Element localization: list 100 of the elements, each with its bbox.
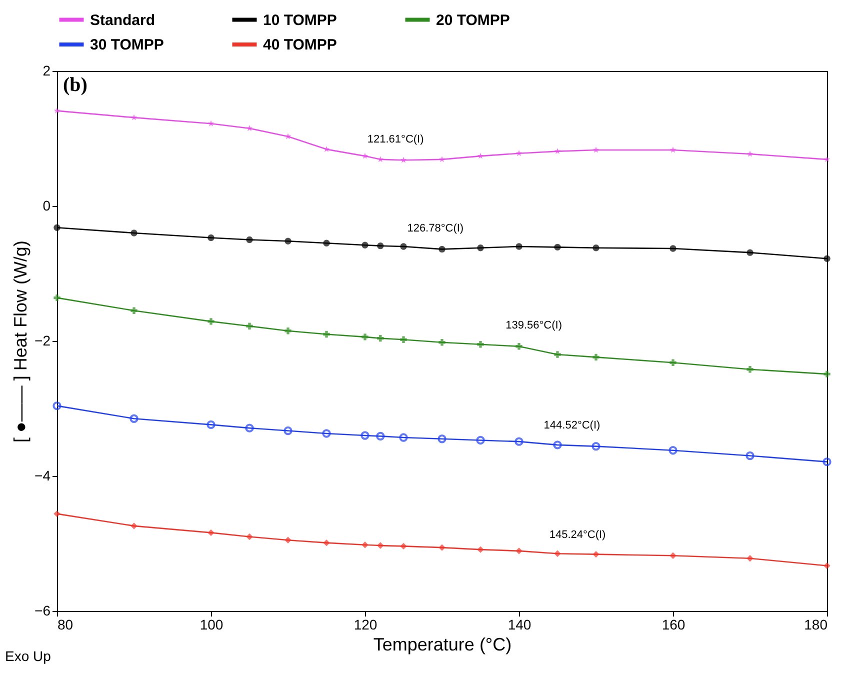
point xyxy=(130,414,138,423)
point xyxy=(824,156,830,162)
point xyxy=(438,434,446,444)
point xyxy=(377,542,384,549)
point xyxy=(670,359,676,366)
point xyxy=(438,544,446,551)
legend-label: 10 TOMPP xyxy=(263,12,337,29)
x-tick-label: 180 xyxy=(804,616,828,632)
point xyxy=(592,550,600,558)
point xyxy=(670,552,676,560)
point xyxy=(824,562,830,570)
annotation: 144.52°C(I) xyxy=(544,420,600,432)
point xyxy=(54,107,60,114)
point xyxy=(746,249,754,256)
point xyxy=(284,238,292,244)
point xyxy=(323,240,330,246)
point xyxy=(54,224,60,231)
point xyxy=(246,236,253,244)
point xyxy=(377,334,384,342)
point xyxy=(245,424,254,432)
point xyxy=(477,244,484,252)
annotation: (b) xyxy=(63,74,88,96)
legend-label: 40 TOMPP xyxy=(263,36,337,54)
point xyxy=(592,146,600,153)
point xyxy=(377,156,384,162)
point xyxy=(362,242,368,248)
point xyxy=(592,244,600,252)
y-tick-label: −6 xyxy=(34,602,51,618)
point xyxy=(516,243,522,250)
point xyxy=(438,156,446,162)
point xyxy=(746,554,754,562)
point xyxy=(438,246,446,253)
point xyxy=(516,343,522,350)
point xyxy=(322,429,331,438)
point xyxy=(514,437,524,446)
point xyxy=(246,125,253,132)
point xyxy=(477,546,484,553)
point xyxy=(246,533,253,540)
point xyxy=(284,328,292,334)
point xyxy=(54,510,60,518)
point xyxy=(399,433,408,442)
y-axis-title: [ ●—— ] Heat Flow (W/g) xyxy=(10,240,31,442)
y-tick-label: −2 xyxy=(34,332,51,348)
y-tick-label: 0 xyxy=(42,198,51,214)
point xyxy=(477,341,484,348)
point xyxy=(400,542,407,550)
point xyxy=(377,242,384,250)
legend-label: 30 TOMPP xyxy=(90,36,164,54)
point xyxy=(246,322,253,330)
x-tick-label: 80 xyxy=(58,616,74,632)
point xyxy=(670,146,676,153)
point xyxy=(54,294,60,302)
point xyxy=(824,370,830,378)
point xyxy=(284,536,292,544)
point xyxy=(400,156,407,163)
y-tick-label: 2 xyxy=(42,62,51,78)
point xyxy=(400,243,407,250)
point xyxy=(592,354,600,361)
annotation: 126.78°C(I) xyxy=(407,222,464,234)
point xyxy=(554,351,561,358)
point xyxy=(284,426,292,436)
point xyxy=(477,152,484,159)
legend-label: 20 TOMPP xyxy=(436,12,510,29)
point xyxy=(206,420,216,430)
point xyxy=(130,230,138,236)
x-axis-title: Temperature (°C) xyxy=(373,634,512,654)
point xyxy=(746,366,754,373)
annotation: 121.61°C(I) xyxy=(367,133,424,146)
point xyxy=(824,255,830,262)
point xyxy=(323,330,330,338)
point xyxy=(130,522,138,530)
point xyxy=(553,440,562,450)
point xyxy=(592,442,600,451)
point xyxy=(438,338,446,346)
point xyxy=(362,334,368,340)
point xyxy=(554,148,561,154)
point xyxy=(670,245,676,252)
point xyxy=(668,446,678,455)
point xyxy=(516,150,522,156)
point xyxy=(554,244,561,251)
point xyxy=(746,451,754,460)
point xyxy=(208,120,214,126)
point xyxy=(476,436,485,445)
x-tick-label: 120 xyxy=(354,616,378,632)
point xyxy=(323,146,330,152)
y-tick-label: −4 xyxy=(34,468,51,484)
point xyxy=(360,431,370,440)
point xyxy=(284,133,292,140)
point xyxy=(208,234,214,242)
point xyxy=(554,550,561,557)
x-tick-label: 160 xyxy=(662,616,686,632)
annotation: 139.56°C(I) xyxy=(506,320,562,332)
point xyxy=(208,318,214,325)
point xyxy=(130,307,138,314)
point xyxy=(376,432,385,441)
point xyxy=(130,114,138,120)
point xyxy=(362,541,368,548)
legend-label: Standard xyxy=(90,12,156,29)
point xyxy=(746,150,754,157)
x-tick-label: 100 xyxy=(200,616,224,632)
